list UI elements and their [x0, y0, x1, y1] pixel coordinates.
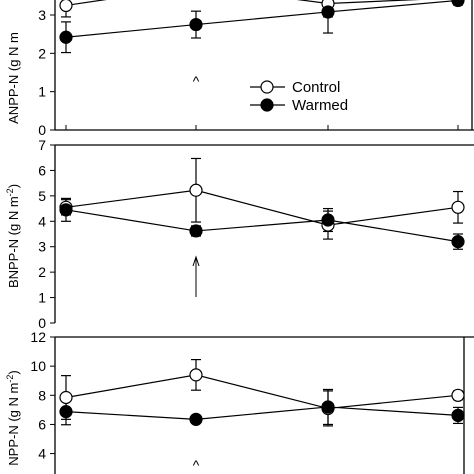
- y-tick-label: 0: [38, 315, 46, 331]
- y-tick-label: 8: [38, 387, 46, 403]
- point-warmed: [189, 412, 203, 426]
- point-control: [59, 0, 73, 13]
- y-tick-label: 10: [30, 358, 46, 374]
- treatment-arrow-head: [192, 255, 200, 267]
- point-warmed: [451, 235, 465, 249]
- legend-marker: [260, 98, 274, 112]
- y-tick-label: 2: [38, 264, 46, 280]
- y-axis-label: NPP-N (g N m-2): [5, 370, 21, 465]
- series-line-warmed: [65, 406, 459, 420]
- panel-npp: 4 6 8 10 12 NPP-N (g N m-2) ^: [5, 329, 474, 474]
- treatment-arrow: [192, 255, 200, 297]
- point-warmed: [321, 400, 335, 414]
- treatment-arrow: ^: [193, 73, 200, 89]
- panel-bnpp: 0 1 2 3 4 5 6 7 BNPP-N (g N m-2): [5, 137, 474, 331]
- y-tick-label: 1: [38, 290, 46, 306]
- point-control: [59, 390, 73, 405]
- y-tick-label: 7: [38, 137, 46, 153]
- y-tick-label: 1: [38, 84, 46, 100]
- y-tick-label: 6: [38, 416, 46, 432]
- point-warmed: [451, 0, 465, 8]
- point-warmed: [59, 30, 73, 44]
- point-control: [189, 368, 203, 382]
- y-tick-label: 0: [38, 122, 46, 138]
- point-control: [451, 200, 465, 214]
- y-axis-label: ANPP-N (g N m: [6, 32, 21, 124]
- point-warmed: [321, 5, 335, 19]
- y-tick-label: 5: [38, 188, 46, 204]
- point-control: [451, 388, 465, 402]
- y-tick-label: 4: [38, 213, 46, 229]
- y-tick-label: 3: [38, 7, 46, 23]
- y-tick-label: 2: [38, 45, 46, 61]
- y-tick-label: 12: [30, 329, 46, 345]
- series-line-control: [65, 0, 421, 7]
- point-warmed: [189, 224, 203, 238]
- series-line-warmed: [65, 209, 459, 243]
- point-warmed: [321, 213, 335, 227]
- legend-label: Control: [292, 79, 340, 96]
- y-tick-label: 3: [38, 239, 46, 255]
- point-control: [189, 183, 203, 197]
- treatment-arrow: ^: [193, 457, 200, 473]
- y-tick-label: 6: [38, 162, 46, 178]
- legend-label: Warmed: [292, 97, 348, 114]
- point-warmed: [451, 408, 465, 423]
- series-line-control: [65, 189, 459, 226]
- y-axis-label: BNPP-N (g N m-2): [5, 184, 21, 288]
- y-tick-label: 4: [38, 446, 46, 462]
- point-warmed: [189, 17, 203, 32]
- point-warmed: [59, 203, 73, 217]
- series-line-control: [65, 374, 459, 410]
- series-line-warmed: [65, 0, 459, 38]
- point-warmed: [59, 405, 73, 419]
- legend-marker: [260, 80, 274, 94]
